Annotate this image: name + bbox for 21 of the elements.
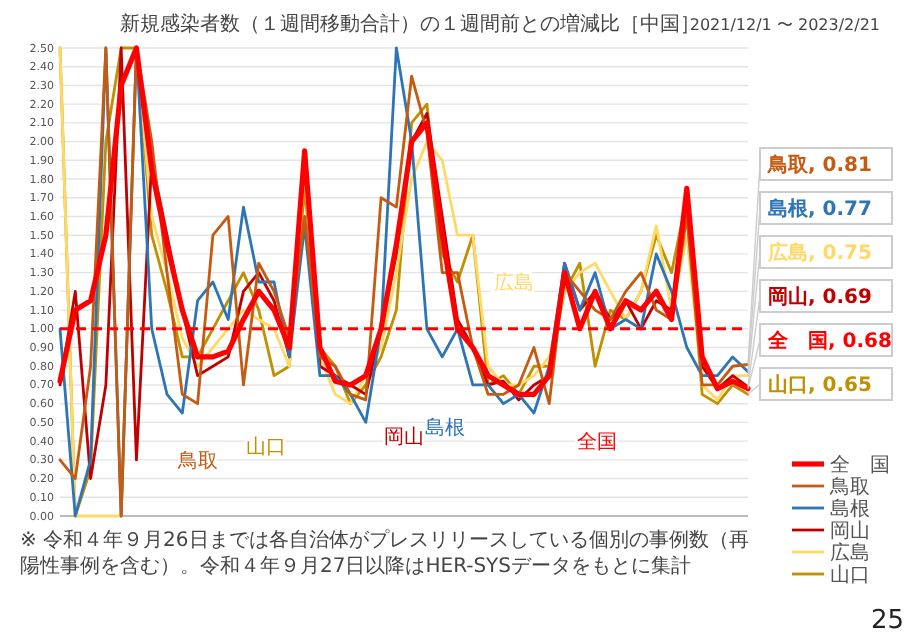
annotation: 島根 (425, 416, 466, 441)
legend-label: 山口 (830, 563, 870, 587)
text: 25 (870, 606, 904, 636)
data-label: 鳥取, 0.81 (766, 153, 872, 177)
annotation: 鳥取 (175, 448, 218, 473)
legend-label: 岡山 (830, 519, 870, 543)
annotation: 山口 (246, 434, 287, 459)
text: 2021/12/1 〜 2023/2/21 (689, 16, 880, 34)
legend-label: 全 国 (830, 453, 890, 477)
data-label: 島根, 0.77 (768, 197, 872, 221)
annotation: 全国 (576, 430, 617, 455)
legend-label: 島根 (830, 497, 870, 521)
data-label: 広島, 0.75 (766, 241, 872, 265)
annotation: 広島 (494, 271, 535, 295)
data-label: 山口, 0.65 (768, 373, 872, 397)
legend-label: 広島 (830, 541, 870, 565)
data-label: 全 国, 0.68 (766, 329, 892, 353)
data-label: 岡山, 0.69 (768, 285, 872, 309)
text: ※ 令和４年９月26日までは各自治体がプレスリリースしている個別の事例数（再陽性事例を含む）。令和４年９月27日以降はHER-SYSデータをもとに集計 (20, 528, 749, 578)
annotation: 岡山 (384, 425, 424, 450)
legend-label: 鳥取 (828, 475, 870, 499)
